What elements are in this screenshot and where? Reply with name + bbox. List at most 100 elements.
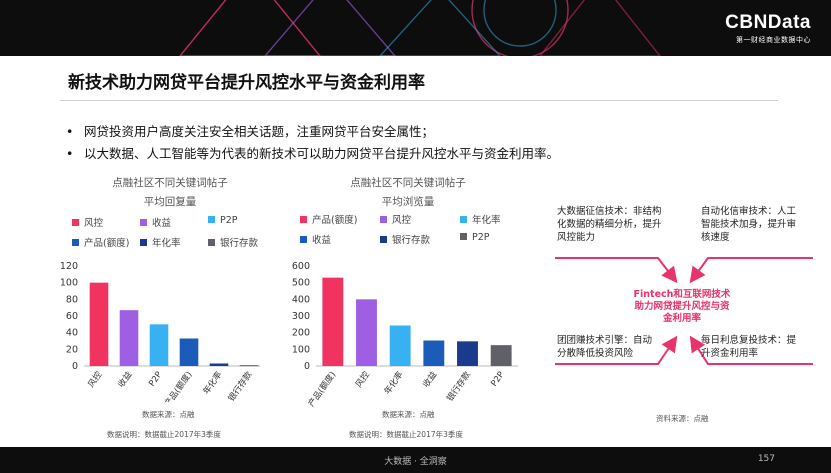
logo: CBNData 第一财经商业数据中心 [725, 12, 811, 45]
chart1-title-line2: 平均回复量 [143, 196, 197, 208]
bar [356, 299, 377, 366]
arrow-bottom-left [555, 335, 678, 365]
bar [209, 363, 229, 366]
footer-slogan: 大数据 · 全洞察 [384, 457, 447, 467]
y-tick-label: 0 [304, 361, 310, 372]
y-tick-label: 120 [60, 262, 78, 272]
chart1-title-line1: 点融社区不同关键词帖子 [112, 177, 228, 189]
legend-swatch [300, 236, 307, 243]
slide-title: 新技术助力网贷平台提升风控水平与资金利用率 [68, 73, 425, 93]
y-tick-label: 80 [66, 294, 78, 305]
legend-item: P2P [460, 232, 490, 243]
title-divider [60, 100, 778, 101]
bullet-item: 以大数据、人工智能等为代表的新技术可以助力网贷平台提升风控水平与资金利用率。 [66, 143, 559, 165]
legend-label: 银行存款 [220, 238, 259, 249]
legend-swatch [208, 239, 215, 246]
x-tick-label: 银行存款 [226, 369, 255, 402]
legend-item: 风控 [72, 215, 103, 229]
legend-label: P2P [220, 215, 238, 226]
chart1-note: 数据说明：数据截止2017年3季度 [107, 430, 221, 439]
legend-label: 收益 [312, 235, 332, 246]
x-tick-label: 年化率 [382, 369, 406, 397]
x-tick-label: 收益 [116, 369, 135, 390]
legend-swatch [460, 233, 467, 240]
legend-swatch [460, 216, 467, 223]
legend-item: P2P [208, 215, 238, 226]
bar [490, 345, 512, 366]
legend-item: 收益 [300, 232, 331, 246]
y-tick-label: 20 [66, 344, 78, 355]
x-tick-label: 年化率 [201, 369, 225, 397]
bar [89, 282, 109, 366]
legend-label: 风控 [84, 218, 104, 229]
chart2-plot: 0 100 200 300 400 500 600 产品(额度) 风控 年化率 收益 银行存款 P2P [292, 262, 518, 409]
bar [179, 338, 199, 366]
legend-swatch [300, 216, 307, 223]
legend-swatch [380, 236, 387, 243]
x-tick-label: 银行存款 [444, 369, 473, 404]
x-tick-label: 产品(额度) [306, 369, 338, 409]
legend-swatch [380, 216, 387, 223]
legend-label: 收益 [152, 218, 172, 229]
chart1-source: 数据来源：点融 [142, 410, 195, 419]
legend-label: 产品(额度) [84, 238, 130, 249]
legend-label: 风控 [392, 215, 412, 226]
bar [119, 310, 139, 366]
legend-swatch [140, 219, 147, 226]
fintech-top-left: 大数据征信技术：非结构化数据的精细分析，提升风控能力 [557, 206, 662, 243]
x-tick-label: 风控 [86, 369, 105, 390]
fintech-center: Fintech和互联网技术助力网贷提升风控与资金利用率 [633, 289, 731, 324]
bar [239, 365, 259, 367]
legend-item: 收益 [140, 215, 171, 229]
bar [457, 341, 478, 366]
legend-item: 年化率 [140, 235, 181, 249]
chart2-source: 数据来源：点融 [382, 410, 435, 419]
legend-item: 风控 [380, 212, 411, 226]
arrow-top-left [555, 257, 678, 284]
legend-label: 银行存款 [392, 235, 431, 246]
x-tick-label: P2P [489, 370, 506, 389]
logo-subtitle: 第一财经商业数据中心 [736, 36, 811, 44]
header-decoration [179, 0, 661, 56]
legend-swatch [72, 219, 79, 226]
x-tick-label: 收益 [421, 369, 440, 390]
chart2-title: 点融社区不同关键词帖子 平均浏览量 [318, 174, 498, 212]
fintech-source: 资料来源：点融 [656, 414, 709, 423]
legend-label: P2P [472, 232, 490, 243]
fintech-arrows [555, 257, 813, 365]
legend-swatch [208, 216, 215, 223]
chart2-title-line1: 点融社区不同关键词帖子 [350, 177, 466, 189]
header-band: CBNData 第一财经商业数据中心 [0, 0, 831, 56]
bar [149, 324, 169, 366]
chart2-note: 数据说明：数据截止2017年3季度 [349, 430, 463, 439]
x-tick-label: 产品(额度) [162, 369, 194, 402]
arrow-bottom-right [689, 335, 813, 365]
y-tick-label: 300 [292, 311, 310, 322]
legend-swatch [72, 239, 79, 246]
chart2-title-line2: 平均浏览量 [381, 196, 435, 208]
legend-item: 年化率 [460, 212, 501, 226]
footer-bar: 大数据 · 全洞察 157 [0, 447, 831, 473]
x-tick-label: 风控 [353, 369, 372, 390]
legend-item: 银行存款 [208, 235, 258, 249]
legend-item: 银行存款 [380, 232, 430, 246]
chart2-legend: 产品(额度) 风控 年化率收益 银行存款 P2P [300, 212, 520, 252]
bar [423, 340, 445, 366]
legend-label: 年化率 [152, 238, 181, 249]
legend-label: 产品(额度) [312, 215, 358, 226]
legend-label: 年化率 [472, 215, 501, 226]
fintech-bottom-left: 团团赚技术引擎：自动分散降低投资风险 [557, 335, 653, 359]
arrow-top-right [689, 257, 813, 284]
legend-item: 产品(额度) [300, 212, 357, 226]
y-tick-label: 500 [292, 278, 310, 289]
y-tick-label: 600 [292, 262, 310, 272]
bullet-list: 网贷投资用户高度关注安全相关话题，注重网贷平台安全属性； 以大数据、人工智能等为… [66, 121, 559, 165]
y-tick-label: 400 [292, 294, 310, 305]
y-tick-label: 0 [72, 361, 78, 372]
y-tick-label: 40 [66, 328, 78, 339]
y-tick-label: 100 [292, 344, 310, 355]
y-tick-label: 100 [60, 278, 78, 289]
legend-item: 产品(额度) [72, 235, 129, 249]
fintech-bottom-right: 每日利息复投技术：提升资金利用率 [701, 335, 797, 359]
